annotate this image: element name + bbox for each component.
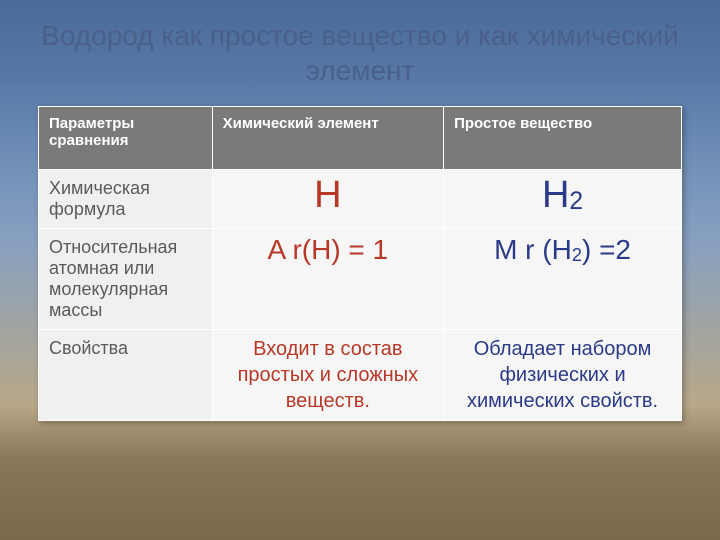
header-params: Параметры сравнения [39,107,213,170]
cell-substance-mass: M r (H2) =2 [444,229,682,330]
cell-substance-properties: Обладает набором физических и химических… [444,330,682,421]
mass-Mr-a: M r (H [494,234,572,265]
table-row: Относительная атомная или молекулярная м… [39,229,682,330]
param-formula: Химическая формула [39,170,213,229]
header-element: Химический элемент [212,107,443,170]
table-row: Свойства Входит в состав простых и сложн… [39,330,682,421]
cell-element-properties: Входит в состав простых и сложных вещест… [212,330,443,421]
formula-H2-sub: 2 [569,188,583,215]
slide-title: Водород как простое вещество и как химич… [38,18,682,88]
cell-element-formula: H [212,170,443,229]
table-header-row: Параметры сравнения Химический элемент П… [39,107,682,170]
formula-H: H [314,174,341,216]
properties-element-text: Входит в состав простых и сложных вещест… [238,338,419,412]
cell-substance-formula: H2 [444,170,682,229]
mass-Ar: A r(H) = 1 [268,234,389,265]
slide: Водород как простое вещество и как химич… [0,0,720,540]
mass-Mr-b: ) =2 [582,234,631,265]
mass-Mr-sub: 2 [572,245,582,265]
formula-H2-main: H [542,174,569,216]
table-row: Химическая формула H H2 [39,170,682,229]
cell-element-mass: A r(H) = 1 [212,229,443,330]
header-substance: Простое вещество [444,107,682,170]
comparison-table: Параметры сравнения Химический элемент П… [38,106,682,421]
properties-substance-text: Обладает набором физических и химических… [467,338,658,412]
param-mass: Относительная атомная или молекулярная м… [39,229,213,330]
param-properties: Свойства [39,330,213,421]
